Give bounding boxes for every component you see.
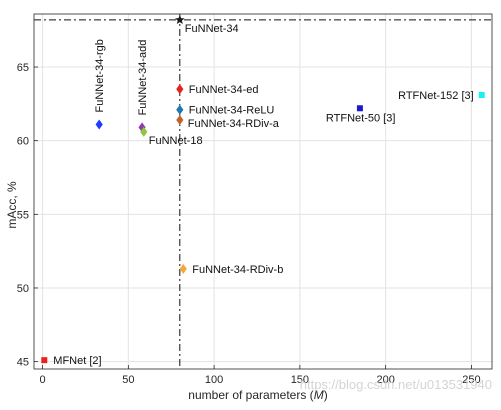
y-tick-label: 50	[17, 283, 29, 295]
point-rtfnet-50-3	[356, 105, 363, 112]
x-tick-label: 0	[40, 374, 46, 386]
x-axis-label-variable: M	[314, 388, 324, 402]
point-funnet-34-ed	[176, 84, 184, 95]
point-funnet-34-rdiv-b	[179, 263, 187, 274]
label-funnet-34-add: FuNNet-34-add	[137, 40, 149, 116]
watermark-text: https://blog.csdn.net/u013531940	[300, 377, 492, 392]
point-funnet-34-relu	[176, 104, 184, 115]
y-axis-label: mAcc, %	[5, 181, 19, 229]
y-tick-label: 45	[17, 357, 29, 369]
axis-ticks: 0 50 100 150 200 250 45 50 55 60 65	[17, 62, 481, 386]
label-funnet-34-rdiv-b: FuNNet-34-RDiv-b	[192, 264, 283, 276]
y-tick-label: 55	[17, 209, 29, 221]
point-labels: FuNNet-34 FuNNet-34-rgb FuNNet-34-add FuNNe…	[53, 23, 473, 367]
x-tick-label: 100	[205, 374, 223, 386]
x-tick-label: 50	[122, 374, 134, 386]
x-tick-label: 250	[462, 374, 480, 386]
y-tick-label: 65	[17, 62, 29, 74]
x-tick-label: 200	[376, 374, 394, 386]
x-axis-label-prefix: number of parameters (	[188, 388, 313, 402]
plot-frame	[33, 13, 493, 370]
label-funnet-34: FuNNet-34	[185, 23, 239, 35]
label-mfnet-2: MFNet [2]	[53, 355, 101, 367]
reference-lines	[34, 14, 492, 369]
label-funnet-18: FuNNet-18	[149, 135, 203, 147]
point-funnet-34-rgb	[95, 119, 103, 130]
x-tick-label: 150	[291, 374, 309, 386]
label-funnet-34-rgb: FuNNet-34-rgb	[94, 39, 106, 112]
label-funnet-34-relu: FuNNet-34-ReLU	[189, 105, 275, 117]
label-funnet-34-ed: FuNNet-34-ed	[189, 84, 259, 96]
point-funnet-18	[140, 126, 148, 137]
point-funnet-34-rdiv-a	[176, 115, 184, 126]
data-points	[41, 14, 485, 364]
label-rtfnet-50-3: RTFNet-50 [3]	[326, 112, 396, 124]
y-tick-label: 60	[17, 136, 29, 148]
label-rtfnet-152-3: RTFNet-152 [3]	[398, 90, 474, 102]
point-rtfnet-152-3	[478, 92, 485, 99]
point-funnet-34	[175, 14, 185, 24]
point-mfnet-2	[41, 357, 48, 364]
x-axis-label: number of parameters (M)	[188, 388, 327, 402]
grid-lines	[34, 14, 492, 369]
label-funnet-34-rdiv-a: FuNNet-34-RDiv-a	[188, 118, 280, 130]
x-axis-label-suffix: )	[324, 388, 328, 402]
